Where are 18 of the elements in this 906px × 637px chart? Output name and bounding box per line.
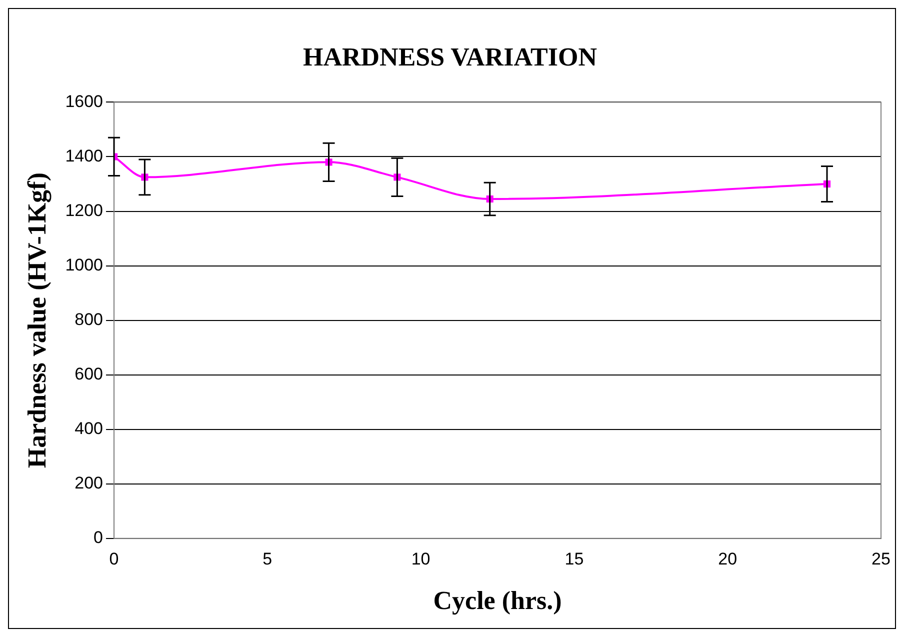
y-tick-label: 0 — [94, 528, 104, 548]
y-tick-label: 600 — [74, 364, 104, 384]
y-tick-label: 1400 — [65, 146, 104, 166]
x-tick-label: 5 — [262, 549, 272, 568]
y-axis-title: Hardness value (HV-1Kgf) — [22, 172, 52, 468]
x-tick-label: 25 — [872, 549, 890, 568]
y-tick-label: 1200 — [65, 200, 104, 220]
x-tick-label: 20 — [718, 549, 738, 568]
x-axis-title: Cycle (hrs.) — [433, 586, 562, 616]
x-tick-label: 10 — [411, 549, 430, 568]
x-tick-label: 15 — [564, 549, 584, 568]
y-tick-label: 1000 — [65, 255, 104, 274]
y-tick-label: 800 — [74, 310, 104, 329]
x-tick-label: 0 — [109, 549, 119, 568]
y-tick-label: 200 — [74, 474, 104, 493]
chart-title: HARDNESS VARIATION — [302, 42, 598, 72]
y-tick-label: 1600 — [65, 92, 104, 111]
y-tick-label: 400 — [74, 419, 104, 438]
